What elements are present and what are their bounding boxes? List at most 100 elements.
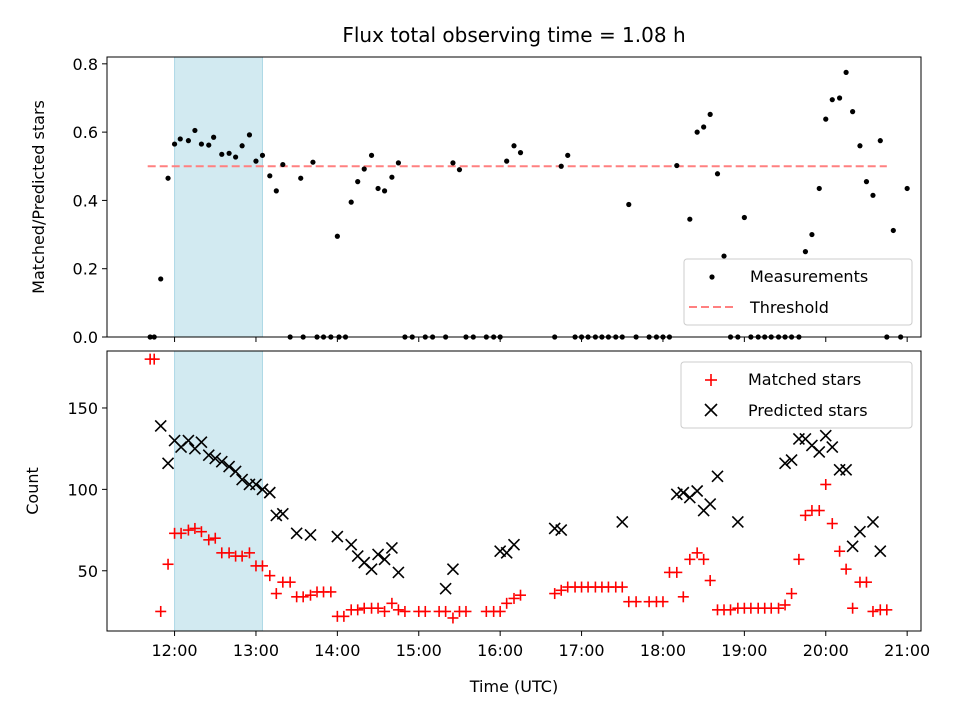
predicted-star-stroke-b	[263, 486, 276, 499]
predicted-star-point	[209, 452, 222, 465]
predicted-star-stroke-b	[799, 432, 812, 445]
predicted-star-point	[507, 538, 521, 551]
x-tick-label: 15:00	[396, 641, 442, 660]
predicted-star-point	[785, 454, 798, 467]
bottom-y-tick-label: 50	[78, 562, 98, 581]
x-tick-label: 20:00	[803, 641, 849, 660]
measurement-point	[280, 161, 286, 168]
measurement-point	[714, 171, 721, 177]
predicted-star-stroke-b	[846, 540, 859, 553]
measurement-point	[253, 158, 259, 164]
matched-star-point	[698, 553, 710, 565]
top-axes-frame	[106, 56, 922, 338]
predicted-star-point	[392, 566, 405, 579]
predicted-star-stroke-b	[256, 483, 269, 496]
measurement-point	[741, 214, 747, 221]
predicted-star-stroke-b	[507, 538, 521, 551]
matched-star-point	[182, 524, 194, 536]
measurement-point	[233, 154, 239, 160]
matched-star-point	[704, 575, 716, 587]
measurement-point	[823, 116, 829, 122]
predicted-star-stroke-b	[819, 429, 832, 442]
matched-star-point	[691, 547, 703, 559]
predicted-star-point	[249, 478, 263, 491]
measurement-point	[165, 175, 171, 181]
predicted-star-stroke-b	[439, 582, 452, 595]
top-y-tick-label: 0.4	[73, 191, 98, 210]
measurement-point	[226, 150, 232, 156]
predicted-star-stroke-b	[494, 545, 507, 558]
measurement-point	[246, 132, 253, 138]
measurement-point	[863, 179, 870, 185]
bottom-y-tick-label: 100	[67, 480, 98, 499]
predicted-star-stroke-b	[249, 478, 263, 491]
predicted-star-stroke-b	[874, 545, 887, 558]
predicted-star-stroke-b	[555, 524, 568, 537]
bottom-highlight-span	[174, 350, 263, 632]
predicted-star-point	[711, 470, 724, 483]
predicted-star-stroke-b	[704, 497, 717, 511]
matched-star-point	[264, 570, 276, 582]
measurement-point	[219, 151, 225, 157]
predicted-points-layer	[154, 419, 887, 595]
predicted-star-stroke-b	[548, 522, 561, 535]
predicted-star-stroke-b	[616, 515, 629, 528]
predicted-star-point	[202, 449, 215, 462]
measurement-point	[694, 129, 700, 135]
measurement-point	[334, 233, 340, 239]
predicted-star-stroke-b	[195, 436, 208, 449]
predicted-star-stroke-b	[731, 515, 744, 528]
measurement-point	[381, 188, 388, 194]
predicted-star-point	[229, 465, 242, 478]
predicted-star-stroke-b	[161, 457, 175, 470]
predicted-star-point	[304, 528, 317, 542]
top-x-ticks	[174, 337, 908, 342]
matched-star-point	[284, 576, 296, 588]
measurement-point	[259, 152, 266, 158]
matched-star-point	[860, 576, 872, 588]
predicted-star-stroke-b	[276, 507, 289, 520]
x-tick-label: 17:00	[559, 641, 605, 660]
matched-star-point	[786, 588, 798, 600]
measurement-point	[310, 159, 316, 165]
matched-star-point	[392, 604, 404, 616]
matched-star-point	[840, 563, 852, 575]
matched-star-point	[305, 589, 316, 601]
measurement-point	[375, 185, 381, 192]
measurement-point	[877, 138, 883, 144]
measurement-point	[687, 216, 693, 222]
measurement-point	[802, 249, 809, 255]
matched-star-point	[195, 526, 207, 538]
predicted-star-stroke-b	[236, 473, 249, 486]
predicted-star-point	[813, 445, 826, 458]
matched-star-point	[867, 605, 879, 617]
measurement-point	[361, 166, 367, 172]
matched-star-point	[419, 605, 431, 617]
measurement-point	[816, 185, 822, 192]
predicted-star-point	[345, 538, 358, 551]
measurement-point	[701, 124, 707, 130]
measurement-point	[171, 141, 178, 147]
predicted-star-point	[840, 463, 853, 476]
matched-star-point	[447, 612, 459, 624]
x-tick-label: 13:00	[233, 641, 279, 660]
matched-star-point	[616, 581, 628, 593]
x-tick-label: 14:00	[314, 641, 360, 660]
predicted-star-stroke-b	[371, 548, 385, 561]
matched-star-point	[549, 588, 561, 600]
measurement-point	[707, 111, 713, 117]
predicted-star-point	[256, 483, 269, 496]
measurement-point	[558, 163, 564, 169]
predicted-star-stroke-b	[866, 515, 880, 528]
measurement-point	[674, 162, 680, 169]
chart-title: Flux total observing time = 1.08 h	[342, 23, 685, 47]
matched-star-point	[155, 605, 167, 617]
measurement-point	[389, 174, 395, 180]
measurement-point	[837, 95, 843, 101]
matched-star-point	[677, 591, 689, 603]
measurement-point	[395, 160, 402, 166]
measurement-point	[198, 141, 205, 147]
predicted-star-stroke-b	[358, 556, 371, 569]
predicted-star-point	[385, 541, 398, 555]
matched-star-point	[189, 522, 201, 534]
